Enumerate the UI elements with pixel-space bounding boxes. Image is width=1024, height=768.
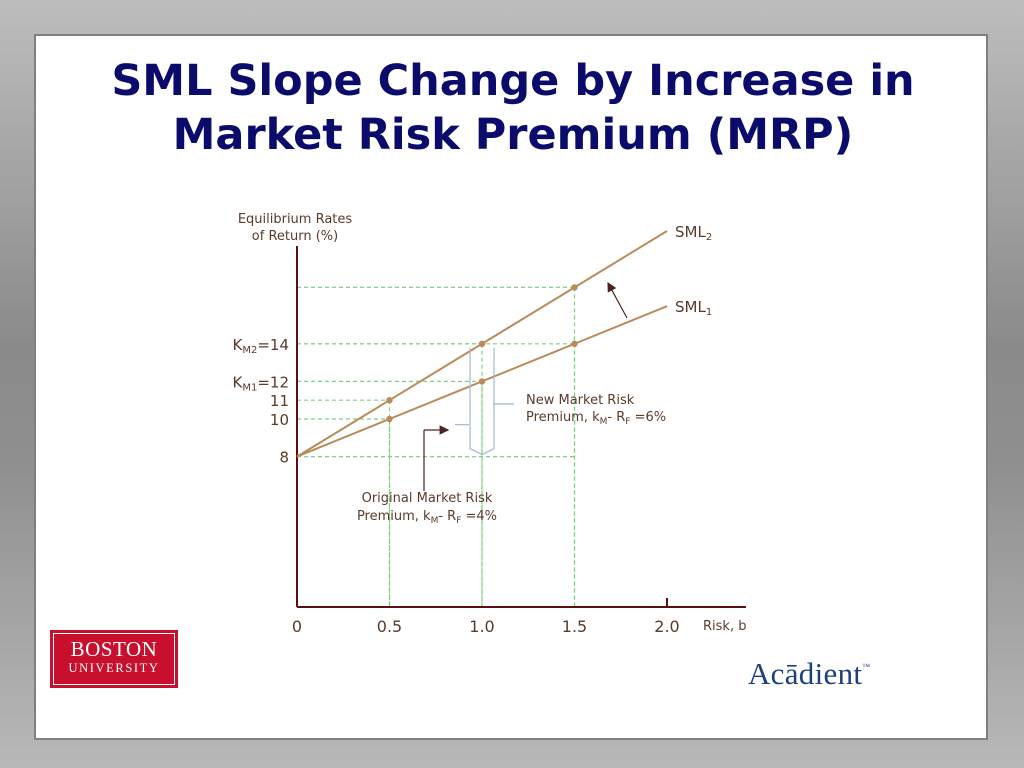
y-tick-label-2: 10 (270, 411, 289, 429)
sml1-point-3 (571, 340, 578, 347)
sml1-point-2 (478, 378, 486, 385)
x-axis-title: Risk, b (703, 619, 746, 634)
new-mrp-label-line-2: Premium, kM- RF =6% (526, 410, 666, 427)
acadient-logo: Acādient™ (748, 656, 870, 692)
x-tick-label-2: 0.5 (377, 617, 402, 636)
shift-arrow (607, 281, 628, 319)
new-mrp-label-line-1: New Market Risk (526, 393, 635, 408)
y-axis-title-line-1: Equilibrium Rates (238, 212, 353, 227)
sml2-point-1 (386, 397, 393, 404)
title-line-2: Market Risk Premium (MRP) (172, 110, 854, 160)
sml1-point-1 (386, 415, 393, 423)
x-tick-label-1: 0 (292, 617, 302, 636)
bu-logo-line-1: BOSTON (70, 637, 158, 661)
y-tick-label-3: 11 (270, 392, 289, 410)
boston-university-logo: BOSTON UNIVERSITY (50, 630, 178, 688)
y-tick-label-1: 8 (279, 449, 289, 467)
slide-title: SML Slope Change by Increase in Market R… (36, 54, 990, 162)
sml2-point-2 (478, 340, 486, 347)
sml2-point-3 (571, 284, 578, 291)
x-tick-label-3: 1.0 (469, 617, 494, 636)
x-tick-label-5: 2.0 (654, 617, 679, 636)
acadient-logo-text: Acādient (748, 656, 863, 691)
sml1-label: SML1 (675, 298, 712, 318)
x-tick-label-4: 1.5 (562, 617, 587, 636)
orig-mrp-label-line-2: Premium, kM- RF =4% (357, 509, 497, 526)
km-label-2: KM1=12 (233, 373, 290, 393)
orig-mrp-label-line-1: Original Market Risk (362, 491, 493, 506)
sml2-label: SML2 (675, 223, 712, 243)
bu-logo-line-2: UNIVERSITY (68, 661, 160, 675)
km-label-1: KM2=14 (233, 336, 290, 356)
slide: SML Slope Change by Increase in Market R… (34, 34, 988, 740)
mrp-brace (469, 347, 495, 456)
acadient-tm: ™ (862, 662, 871, 671)
title-line-1: SML Slope Change by Increase in (111, 56, 915, 106)
y-axis-title-line-2: of Return (%) (252, 229, 338, 244)
